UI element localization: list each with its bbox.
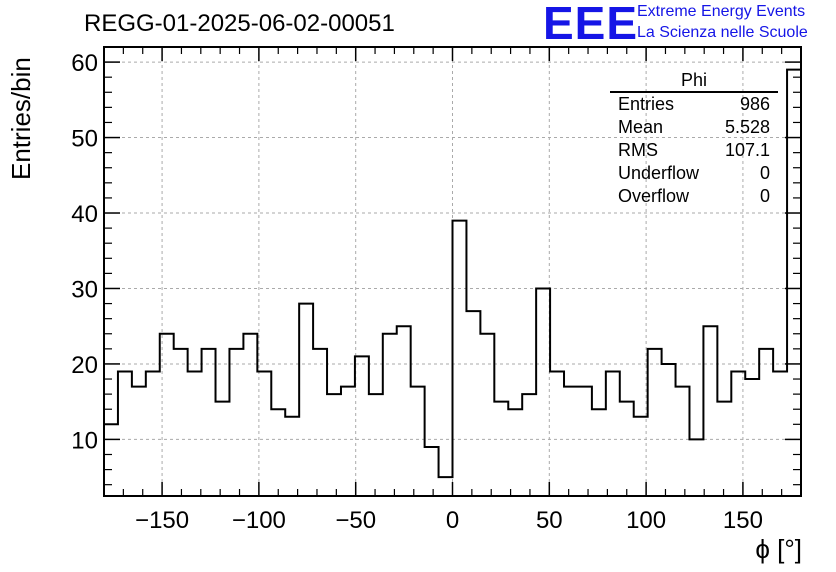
histogram-bin bbox=[439, 477, 453, 496]
histogram-bin bbox=[550, 371, 564, 496]
histogram-bin bbox=[676, 387, 690, 496]
stats-label: Mean bbox=[618, 117, 664, 137]
stats-value: 986 bbox=[739, 94, 770, 114]
tick-labels: −150 −100 −50 0 50 100 150 10 20 30 40 50 60 bbox=[71, 50, 763, 534]
histogram-bin bbox=[453, 221, 467, 496]
histogram-bin bbox=[118, 371, 132, 496]
y-tick-label: 10 bbox=[71, 427, 98, 454]
histogram-bin bbox=[689, 439, 703, 496]
plot-frame bbox=[103, 46, 802, 497]
histogram-bin bbox=[494, 402, 508, 496]
chart-title: REGG-01-2025-06-02-00051 bbox=[84, 10, 395, 37]
stats-row-rms: RMS 107.1 bbox=[610, 139, 778, 162]
histogram-bin bbox=[717, 402, 731, 496]
histogram-bin bbox=[188, 371, 202, 496]
histogram-bin bbox=[299, 304, 313, 496]
histogram-bin bbox=[592, 409, 606, 496]
histogram-bin bbox=[397, 326, 411, 496]
stats-row-underflow: Underflow 0 bbox=[610, 162, 778, 185]
histogram-bin bbox=[132, 387, 146, 496]
stats-value: 5.528 bbox=[724, 117, 770, 137]
histogram-line bbox=[103, 68, 802, 496]
histogram-bin bbox=[564, 387, 578, 496]
histogram-bin bbox=[787, 70, 801, 496]
y-tick-label: 50 bbox=[71, 126, 98, 153]
logo-line-1: Extreme Energy Events bbox=[637, 3, 806, 20]
histogram-bin bbox=[355, 356, 369, 496]
stats-value: 0 bbox=[759, 186, 770, 206]
eee-logo: EEE bbox=[543, 0, 639, 49]
x-tick-label: −50 bbox=[335, 507, 376, 534]
histogram-bin bbox=[759, 349, 773, 496]
histogram-bin bbox=[480, 334, 494, 496]
stats-row-mean: Mean 5.528 bbox=[610, 116, 778, 139]
stats-value: 0 bbox=[759, 163, 770, 183]
histogram-bin bbox=[508, 409, 522, 496]
x-axis-label: ϕ [°] bbox=[755, 534, 802, 564]
stats-name: Phi bbox=[610, 70, 778, 93]
logo-line-2: La Scienza nelle Scuole bbox=[637, 24, 808, 41]
histogram-bin bbox=[271, 409, 285, 496]
y-tick-label: 20 bbox=[71, 352, 98, 379]
histogram-bin bbox=[327, 394, 341, 496]
histogram-bin bbox=[216, 402, 230, 496]
y-tick-label: 30 bbox=[71, 276, 98, 303]
histogram-bin bbox=[536, 288, 550, 496]
histogram-bin bbox=[229, 349, 243, 496]
stats-row-overflow: Overflow 0 bbox=[610, 185, 778, 208]
histogram-bin bbox=[160, 334, 174, 496]
stats-box: Phi Entries 986 Mean 5.528 RMS 107.1 Und… bbox=[610, 70, 778, 208]
stats-label: Overflow bbox=[618, 186, 690, 206]
histogram-bin bbox=[578, 387, 592, 496]
x-tick-label: 0 bbox=[446, 507, 459, 534]
x-tick-label: −150 bbox=[135, 507, 189, 534]
stats-row-entries: Entries 986 bbox=[610, 93, 778, 116]
histogram-bin bbox=[369, 394, 383, 496]
x-tick-label: 100 bbox=[626, 507, 666, 534]
histogram-bin bbox=[606, 371, 620, 496]
histogram-bin bbox=[425, 447, 439, 496]
x-tick-label: 50 bbox=[536, 507, 563, 534]
histogram-bin bbox=[648, 349, 662, 496]
histogram-bin bbox=[383, 334, 397, 496]
histogram-bin bbox=[341, 387, 355, 496]
histogram-bin bbox=[174, 349, 188, 496]
histogram-bin bbox=[466, 311, 480, 496]
histogram-bin bbox=[104, 424, 118, 496]
histogram-bin bbox=[773, 371, 787, 496]
y-tick-label: 40 bbox=[71, 201, 98, 228]
histogram-bin bbox=[703, 326, 717, 496]
histogram-bin bbox=[243, 334, 257, 496]
histogram-bin bbox=[313, 349, 327, 496]
histogram-bin bbox=[662, 364, 676, 496]
stats-label: Underflow bbox=[618, 163, 700, 183]
histogram-bin bbox=[411, 387, 425, 496]
histogram-bin bbox=[745, 379, 759, 496]
histogram-bin bbox=[285, 417, 299, 496]
histogram-bin bbox=[522, 394, 536, 496]
histogram-bin bbox=[257, 371, 271, 496]
x-tick-label: −100 bbox=[232, 507, 286, 534]
histogram-bin bbox=[620, 402, 634, 496]
stats-value: 107.1 bbox=[724, 140, 770, 160]
histogram-bin bbox=[202, 349, 216, 496]
histogram-bin bbox=[146, 371, 160, 496]
stats-label: Entries bbox=[618, 94, 675, 114]
y-tick-label: 60 bbox=[71, 50, 98, 77]
histogram-bin bbox=[634, 417, 648, 496]
y-axis-label: Entries/bin bbox=[6, 57, 36, 180]
histogram-bin bbox=[731, 371, 745, 496]
stats-label: RMS bbox=[618, 140, 658, 160]
x-tick-label: 150 bbox=[723, 507, 763, 534]
